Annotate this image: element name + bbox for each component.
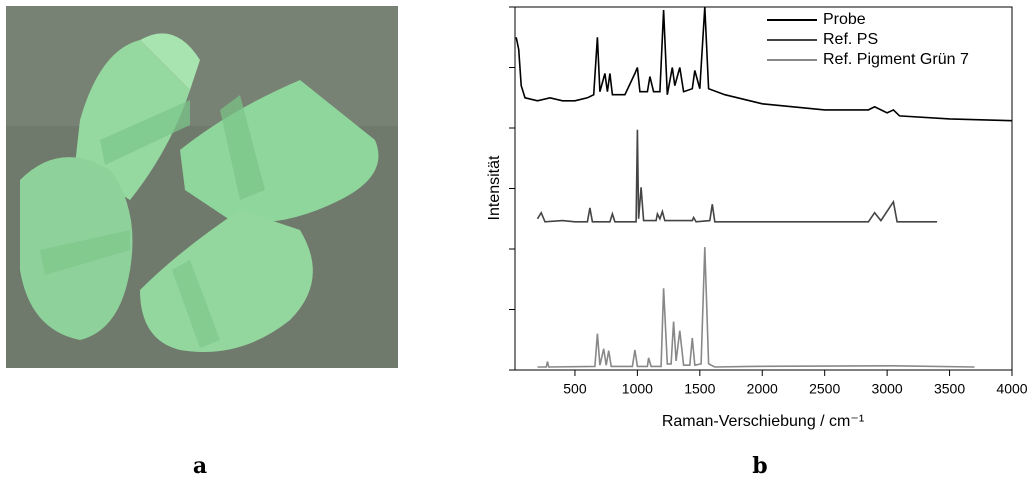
photo <box>6 6 398 368</box>
spectrum-line <box>515 6 1013 122</box>
x-tick-label: 2500 <box>809 381 840 397</box>
x-tick-label: 1000 <box>622 381 653 397</box>
x-tick-label: 500 <box>563 381 587 397</box>
x-tick-label: 1500 <box>684 381 715 397</box>
x-tick-label: 4000 <box>996 381 1027 397</box>
x-tick-label: 3500 <box>934 381 965 397</box>
panel-label: a <box>193 453 207 479</box>
x-tick-label: 2000 <box>747 381 778 397</box>
y-axis-label: Intensität <box>486 155 503 220</box>
panel-label: b <box>752 453 767 479</box>
x-tick-label: 3000 <box>872 381 903 397</box>
spectrum-line <box>537 247 975 368</box>
legend-label: Ref. Pigment Grün 7 <box>823 51 969 68</box>
x-axis-label: Raman-Verschiebung / cm⁻¹ <box>662 413 864 430</box>
legend-label: Probe <box>823 11 866 28</box>
spectrum-line <box>536 129 938 223</box>
legend-label: Ref. PS <box>823 31 878 48</box>
